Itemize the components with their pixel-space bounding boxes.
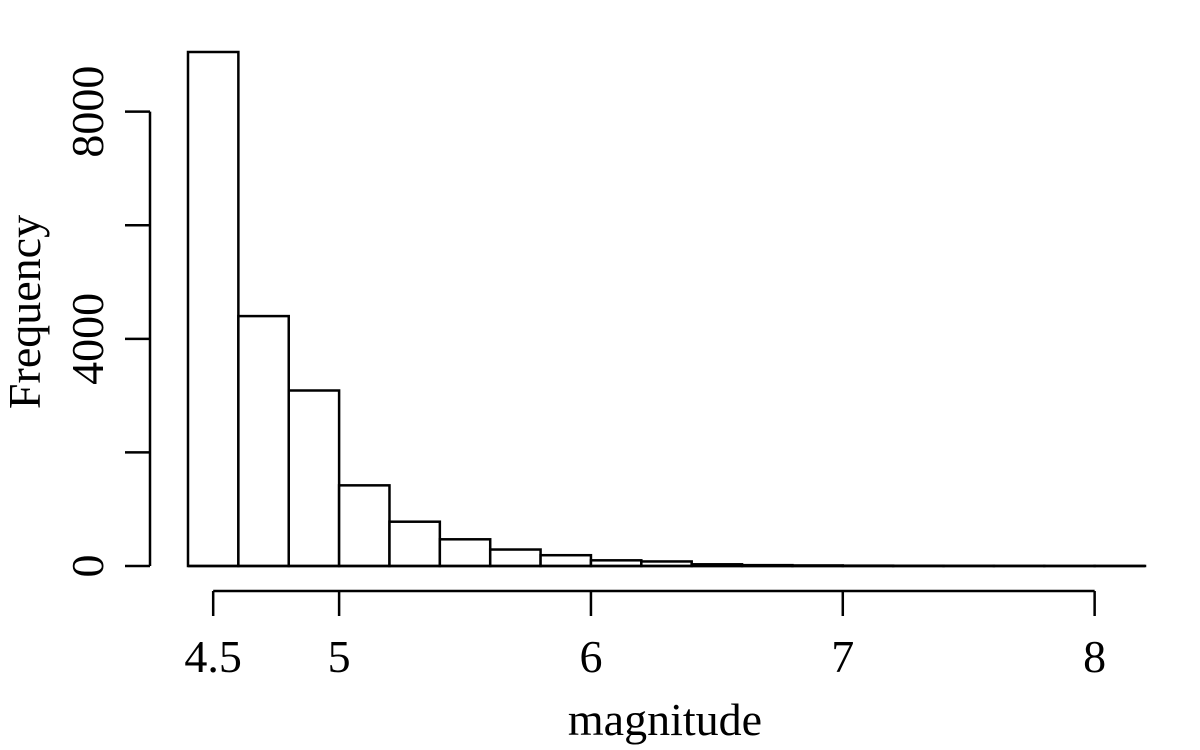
histogram-bar	[337, 484, 391, 568]
x-tick-label: 8	[1083, 631, 1106, 682]
y-tick-label: 8000	[62, 66, 113, 158]
y-tick-label: 4000	[62, 293, 113, 385]
histogram-bars	[186, 50, 1147, 568]
x-axis-title: magnitude	[568, 694, 762, 745]
x-tick-label: 6	[579, 631, 602, 682]
y-tick-label: 0	[62, 555, 113, 578]
histogram-bar	[539, 553, 593, 568]
histogram-bar	[388, 520, 442, 568]
x-tick-label: 4.5	[184, 631, 242, 682]
histogram-bar	[237, 314, 290, 568]
x-axis: 4.5 5 6 7 8	[184, 589, 1106, 682]
x-tick-label: 7	[831, 631, 854, 682]
histogram-bar	[488, 548, 542, 568]
histogram-bar	[438, 538, 492, 568]
x-tick-label: 5	[328, 631, 351, 682]
y-axis: 0 4000 8000	[62, 66, 152, 578]
histogram-bar	[287, 389, 341, 568]
histogram-bar	[186, 50, 240, 568]
y-axis-title: Frequency	[0, 215, 50, 409]
